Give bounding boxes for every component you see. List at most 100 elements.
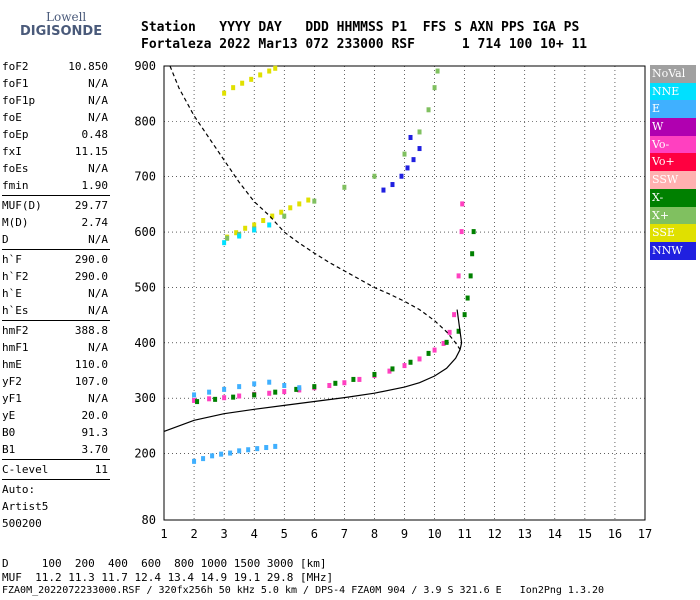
x-tick-label: 12 xyxy=(487,527,501,541)
echo-point xyxy=(225,235,230,241)
muf-distance-values: MUF 11.2 11.3 11.7 12.4 13.4 14.9 19.1 2… xyxy=(2,571,334,584)
y-tick-label: 900 xyxy=(134,59,156,73)
echo-point xyxy=(351,376,356,382)
echo-point xyxy=(192,392,197,398)
x-tick-label: 11 xyxy=(457,527,471,541)
x-tick-label: 3 xyxy=(221,527,228,541)
echo-point xyxy=(210,453,215,459)
echo-point xyxy=(381,187,386,193)
x-tick-label: 6 xyxy=(311,527,318,541)
echo-point xyxy=(306,197,311,203)
parameter-value: 0.48 xyxy=(81,128,109,141)
echo-point xyxy=(372,173,377,179)
parameter-value: 29.77 xyxy=(74,199,108,212)
echo-point xyxy=(243,225,248,231)
parameter-group-virtual-heights: h`F 290.0 h`F2 290.0 h`E N/A h`Es N/A xyxy=(2,251,108,319)
echo-point xyxy=(273,65,278,71)
divider xyxy=(2,320,110,321)
parameter-name: yE xyxy=(2,409,16,422)
x-tick-label: 16 xyxy=(608,527,622,541)
legend-item: NNW xyxy=(650,241,696,260)
echo-point xyxy=(426,107,431,113)
echo-point xyxy=(192,397,197,403)
parameter-name: B0 xyxy=(2,426,16,439)
echo-point xyxy=(288,205,293,211)
y-tick-label: 500 xyxy=(134,280,156,294)
parameter-value: N/A xyxy=(88,341,108,354)
legend-item: Vo- xyxy=(650,135,696,154)
logo-lowell-text: Lowell xyxy=(46,10,87,24)
polarization-legend: NoVal NNE E W Vo- Vo+ SSW X- X+ SSE NNW xyxy=(650,65,696,260)
file-info-line: FZA0M_2022072233000.RSF / 320fx256h 50 k… xyxy=(2,585,605,596)
parameter-name: foF2 xyxy=(2,60,29,73)
echo-point xyxy=(390,366,395,372)
parameter-row: fxI 11.15 xyxy=(2,143,108,160)
echo-point xyxy=(333,380,338,386)
echo-point xyxy=(408,359,413,365)
echo-point xyxy=(231,85,236,91)
echo-point xyxy=(195,399,200,405)
echo-point xyxy=(273,389,278,395)
parameter-name: C-level xyxy=(2,463,49,476)
parameter-name: foF1 xyxy=(2,77,29,90)
echo-point xyxy=(470,251,475,257)
parameter-value: N/A xyxy=(88,162,108,175)
y-tick-label: 400 xyxy=(134,336,156,350)
echo-point xyxy=(267,390,272,396)
logo-digisonde-text: DIGISONDE xyxy=(20,24,103,39)
y-tick-label: 700 xyxy=(134,170,156,184)
echo-point xyxy=(432,85,437,91)
echo-point xyxy=(282,213,287,219)
parameter-value: 107.0 xyxy=(74,375,108,388)
echo-point xyxy=(405,165,410,171)
y-tick-label: 80 xyxy=(142,513,156,527)
echo-point xyxy=(228,450,233,456)
legend-item: SSE xyxy=(650,224,696,242)
echo-point xyxy=(222,395,227,401)
parameter-row: B1 3.70 xyxy=(2,441,108,458)
legend-item: X- xyxy=(650,188,696,207)
legend-item: NNE xyxy=(650,82,696,101)
parameter-row: h`F2 290.0 xyxy=(2,268,108,285)
echo-point xyxy=(426,350,431,356)
echo-point xyxy=(441,340,446,346)
parameter-row: fmin 1.90 xyxy=(2,177,108,194)
echo-point xyxy=(222,386,227,392)
parameter-value: N/A xyxy=(88,94,108,107)
x-tick-label: 10 xyxy=(427,527,441,541)
echo-point xyxy=(390,182,395,188)
echo-point xyxy=(402,363,407,369)
parameter-name: yF2 xyxy=(2,375,22,388)
autoscaler-label: Auto: xyxy=(2,483,36,496)
echo-point xyxy=(408,134,413,140)
echo-point xyxy=(252,381,257,387)
parameter-row: M(D) 2.74 xyxy=(2,214,108,231)
echo-point xyxy=(432,347,437,353)
parameter-name: D xyxy=(2,233,9,246)
x-tick-label: 5 xyxy=(281,527,288,541)
parameter-name: MUF(D) xyxy=(2,199,42,212)
parameter-group-critical-frequencies: foF2 10.850 foF1 N/A foF1p N/A foE N/A foEp 0.48 f… xyxy=(2,58,108,194)
parameter-name: foE xyxy=(2,111,22,124)
y-tick-label: 600 xyxy=(134,225,156,239)
parameter-panel: foF2 10.850 foF1 N/A foF1p N/A foE N/A foEp 0.48 f… xyxy=(2,58,110,532)
parameter-value: 10.850 xyxy=(68,60,108,73)
parameter-row: foF1 N/A xyxy=(2,75,108,92)
parameter-row: hmE 110.0 xyxy=(2,356,108,373)
autoscaler-version: 500200 xyxy=(2,517,42,530)
echo-point xyxy=(282,383,287,389)
parameter-name: fxI xyxy=(2,145,22,158)
echo-point xyxy=(456,273,461,279)
echo-point xyxy=(219,451,224,457)
parameter-value: 11 xyxy=(94,463,108,476)
echo-point xyxy=(297,201,302,207)
parameter-row: yF2 107.0 xyxy=(2,373,108,390)
parameter-value: N/A xyxy=(88,392,108,405)
y-tick-label: 800 xyxy=(134,114,156,128)
echo-point xyxy=(267,222,272,228)
autoscaler-name: Artist5 xyxy=(2,500,49,513)
echo-point xyxy=(258,72,263,78)
parameter-row: hmF2 388.8 xyxy=(2,322,108,339)
divider xyxy=(2,195,110,196)
parameter-name: h`E xyxy=(2,287,22,300)
